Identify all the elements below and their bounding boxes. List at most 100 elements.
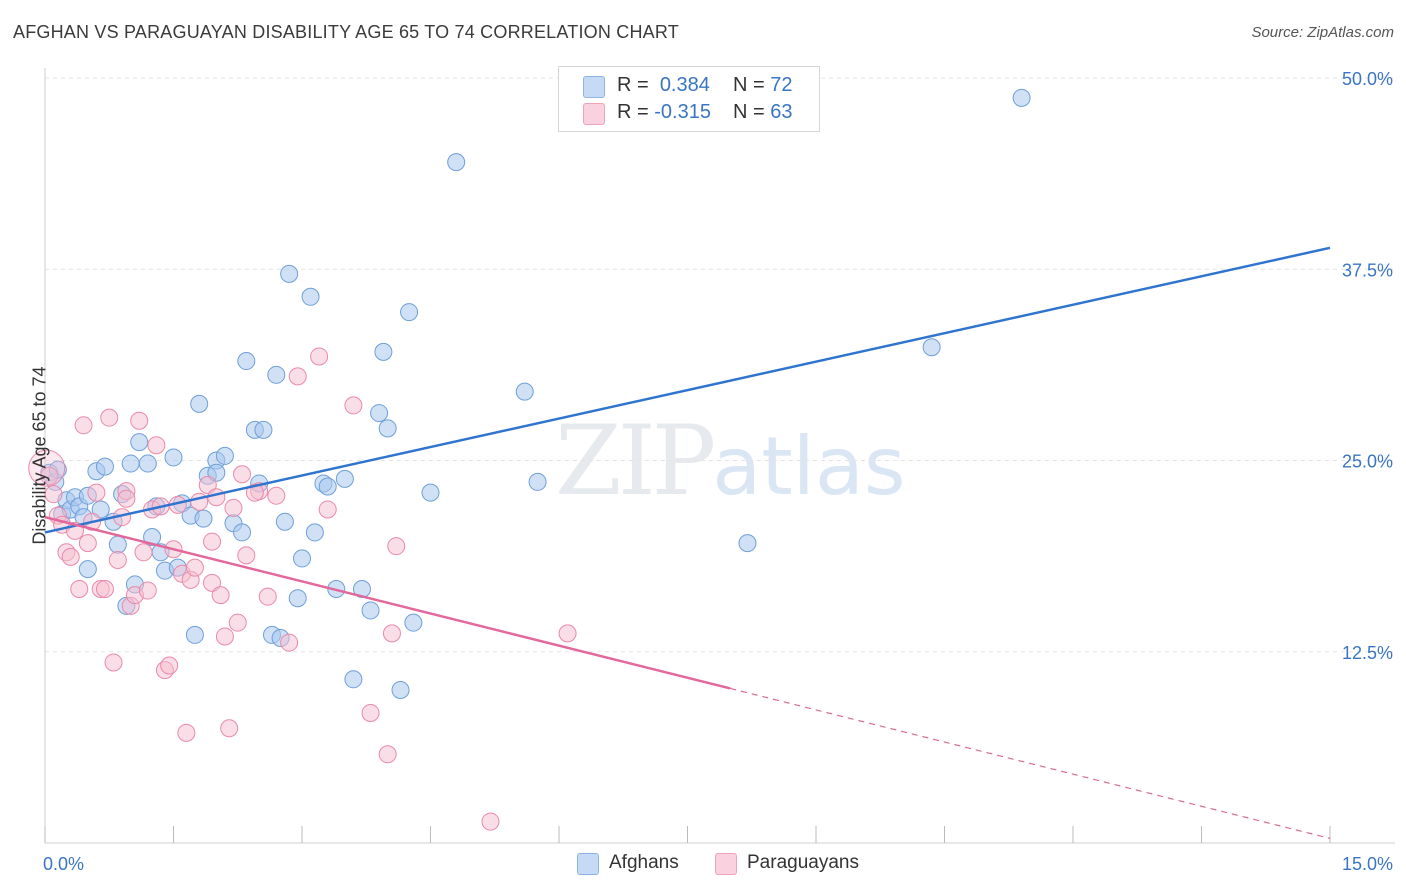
paraguayans-point (319, 501, 336, 518)
x-tick-label: 15.0% (1342, 854, 1393, 874)
paraguayans-point (345, 397, 362, 414)
afghans-point (139, 455, 156, 472)
afghans-point (96, 458, 113, 475)
afghans-points (41, 89, 1030, 698)
paraguayans-swatch (583, 103, 605, 125)
paraguayans-point (131, 412, 148, 429)
afghans-point (216, 447, 233, 464)
paraguayans-r: R = -0.315 (617, 101, 711, 124)
afghans-point (79, 561, 96, 578)
paraguayans-point (229, 614, 246, 631)
legend-label-paraguayans: Paraguayans (747, 852, 859, 874)
paraguayans-point (71, 581, 88, 598)
paraguayans-point (221, 720, 238, 737)
afghans-point (109, 536, 126, 553)
legend-swatch-afghans (577, 853, 599, 875)
paraguayans-point (238, 547, 255, 564)
afghans-point (422, 484, 439, 501)
paraguayans-point (281, 634, 298, 651)
paraguayans-point (135, 544, 152, 561)
afghans-point (345, 671, 362, 688)
paraguayans-point (225, 499, 242, 516)
paraguayans-point (101, 409, 118, 426)
paraguayans-point (234, 466, 251, 483)
trend-lines (45, 248, 1330, 839)
paraguayans-point (204, 533, 221, 550)
afghans-point (371, 405, 388, 422)
paraguayans-point (212, 587, 229, 604)
axes (45, 68, 1395, 843)
afghans-r: R = 0.384 (617, 74, 710, 97)
paraguayans-point (216, 628, 233, 645)
paraguayans-point (75, 417, 92, 434)
afghans-point (294, 550, 311, 567)
paraguayans-point (559, 625, 576, 642)
paraguayans-point (105, 654, 122, 671)
paraguayans-point (259, 588, 276, 605)
paraguayans-trend-extension (730, 688, 1330, 838)
afghans-point (255, 421, 272, 438)
y-tick-label: 25.0% (1342, 452, 1393, 472)
legend-swatch-paraguayans (715, 853, 737, 875)
afghans-point (923, 339, 940, 356)
afghans-point (336, 470, 353, 487)
afghans-point (289, 590, 306, 607)
afghans-point (238, 353, 255, 370)
afghans-point (529, 473, 546, 490)
paraguayans-points (29, 348, 576, 830)
scatter-chart: 12.5%25.0%37.5%50.0%0.0% 15.0% (0, 0, 1406, 892)
paraguayans-point (289, 368, 306, 385)
paraguayans-point (268, 487, 285, 504)
legend-label-afghans: Afghans (609, 852, 679, 874)
y-tick-label: 50.0% (1342, 69, 1393, 89)
paraguayans-n: N = 63 (733, 101, 793, 124)
afghans-point (401, 304, 418, 321)
afghans-point (165, 449, 182, 466)
afghans-point (375, 343, 392, 360)
afghans-point (234, 524, 251, 541)
afghans-n: N = 72 (733, 74, 793, 97)
paraguayans-point (96, 581, 113, 598)
afghans-point (268, 366, 285, 383)
afghans-point (379, 420, 396, 437)
afghans-point (131, 434, 148, 451)
paraguayans-point (362, 704, 379, 721)
paraguayans-point (109, 551, 126, 568)
afghans-point (281, 265, 298, 282)
paraguayans-point (88, 484, 105, 501)
paraguayans-trend-line (45, 517, 730, 688)
afghans-point (122, 455, 139, 472)
afghans-point (306, 524, 323, 541)
paraguayans-point (383, 625, 400, 642)
afghans-point (392, 682, 409, 699)
afghans-point (448, 154, 465, 171)
paraguayans-point (482, 813, 499, 830)
afghans-point (362, 602, 379, 619)
paraguayans-point (311, 348, 328, 365)
afghans-point (195, 510, 212, 527)
paraguayans-point (79, 535, 96, 552)
afghans-point (739, 535, 756, 552)
paraguayans-point (379, 746, 396, 763)
paraguayans-point (62, 548, 79, 565)
afghans-point (1013, 89, 1030, 106)
paraguayans-point (161, 657, 178, 674)
afghans-trend-line (45, 248, 1330, 533)
afghans-point (405, 614, 422, 631)
afghans-point (319, 478, 336, 495)
paraguayans-point (139, 582, 156, 599)
paraguayans-point (148, 437, 165, 454)
afghans-point (276, 513, 293, 530)
afghans-point (516, 383, 533, 400)
afghans-point (186, 626, 203, 643)
paraguayans-point (186, 559, 203, 576)
stats-legend: R = 0.384 N = 72 R = -0.315 N = 63 (558, 66, 820, 132)
paraguayans-point (178, 724, 195, 741)
afghans-swatch (583, 76, 605, 98)
afghans-point (191, 395, 208, 412)
y-tick-label: 37.5% (1342, 260, 1393, 280)
y-tick-label: 12.5% (1342, 643, 1393, 663)
paraguayans-point (208, 489, 225, 506)
paraguayans-point (388, 538, 405, 555)
y-axis-label: Disability Age 65 to 74 (30, 356, 51, 556)
